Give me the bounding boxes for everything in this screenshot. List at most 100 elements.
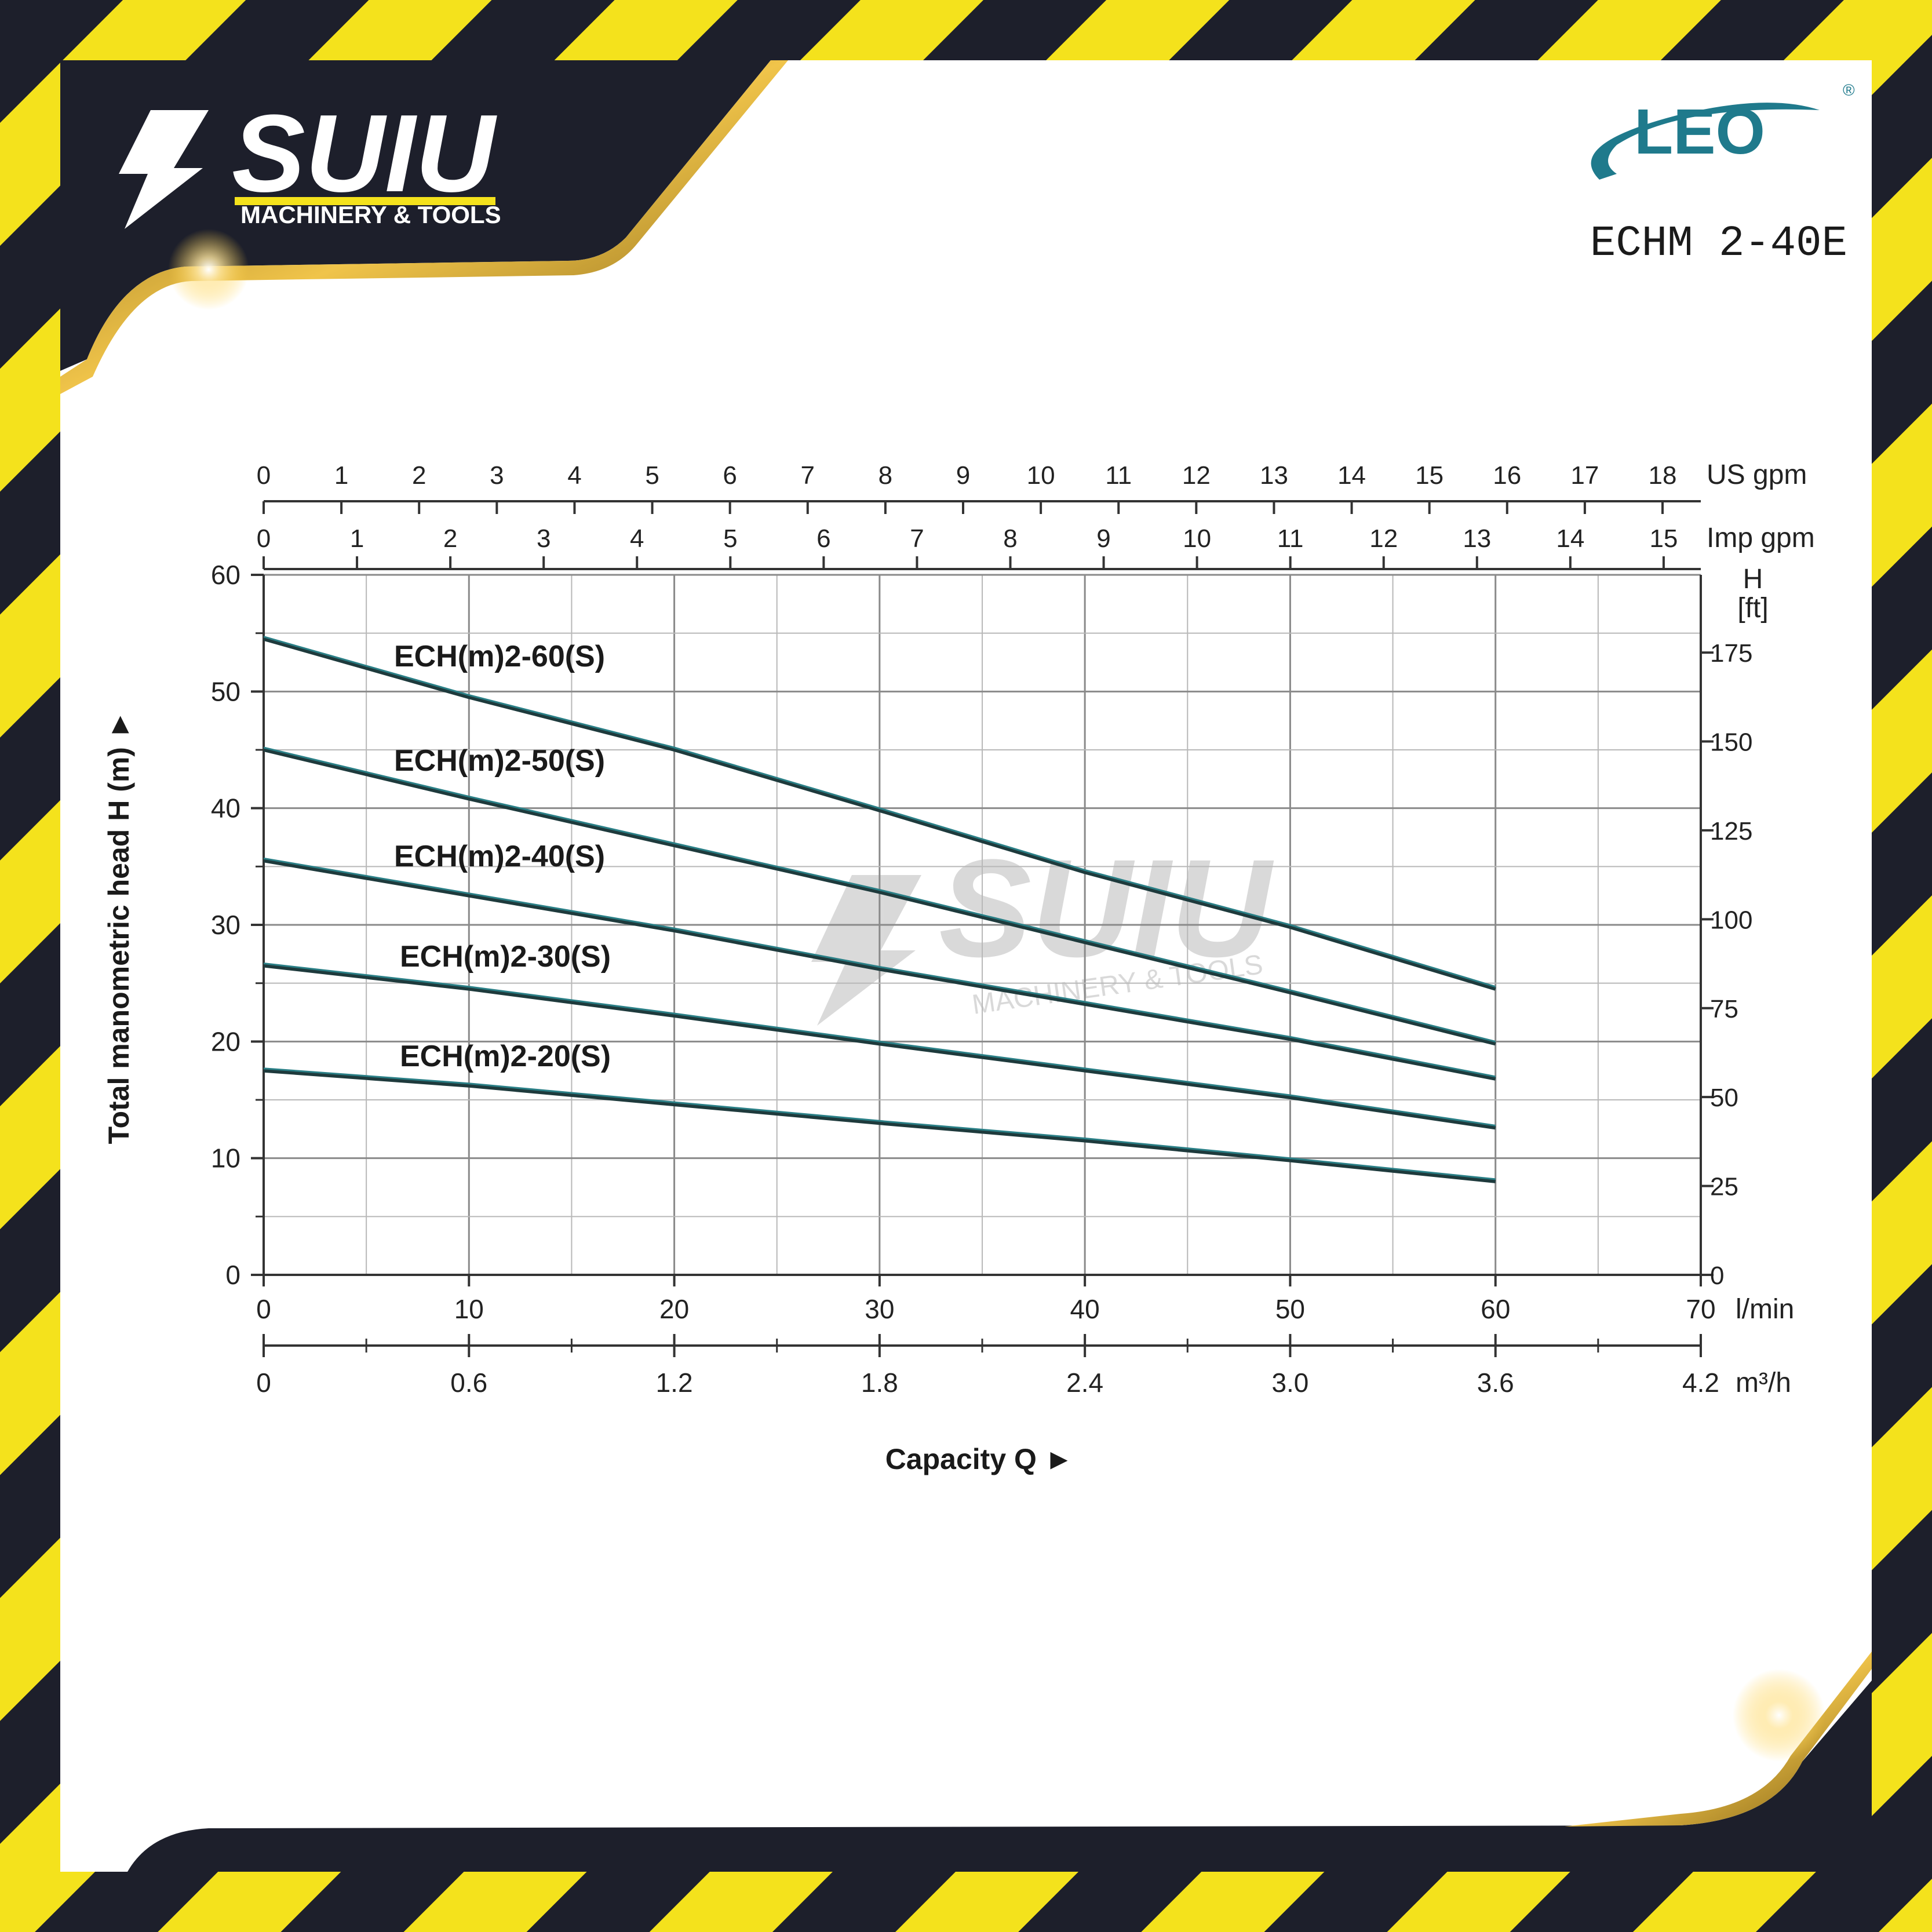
imp-gpm-tick-label: 7: [910, 524, 924, 553]
y-tick-label: 20: [211, 1026, 240, 1056]
leo-logo: LEO ® ECHM 2-40E: [1590, 81, 1855, 268]
us-gpm-tick-label: 6: [723, 461, 737, 490]
imp-gpm-tick-label: 4: [630, 524, 644, 553]
imp-gpm-tick-label: 12: [1369, 524, 1398, 553]
x-tick-label: 40: [1070, 1294, 1100, 1324]
x-tick-label: 0: [256, 1294, 271, 1324]
m3h-tick-label: 3.0: [1271, 1368, 1308, 1398]
imp-gpm-tick-label: 3: [537, 524, 551, 553]
series-curve: [263, 1069, 1496, 1183]
ft-tick-label: 175: [1710, 639, 1752, 668]
us-gpm-tick-label: 2: [412, 461, 426, 490]
m3h-tick-label: 0: [256, 1368, 271, 1398]
us-gpm-unit-label: US gpm: [1707, 460, 1807, 490]
m3h-tick-label: 3.6: [1477, 1368, 1514, 1398]
m3h-unit-label: m³/h: [1736, 1368, 1791, 1398]
imp-gpm-unit-label: Imp gpm: [1707, 523, 1815, 553]
us-gpm-tick-label: 3: [490, 461, 504, 490]
ft-tick-label: 150: [1710, 728, 1752, 757]
ft-unit-bottom: [ft]: [1737, 593, 1768, 624]
imp-gpm-tick-label: 15: [1649, 524, 1678, 553]
series-curve: [263, 748, 1496, 1046]
imp-gpm-tick-label: 0: [257, 524, 271, 553]
series-curve: [263, 964, 1496, 1130]
imp-gpm-tick-label: 2: [443, 524, 457, 553]
imp-gpm-tick-label: 11: [1277, 524, 1304, 553]
imp-gpm-tick-label: 1: [350, 524, 364, 553]
x-axis-title: Capacity Q ►: [885, 1443, 1074, 1475]
us-gpm-tick-label: 0: [257, 461, 271, 490]
imp-gpm-tick-label: 5: [723, 524, 737, 553]
series-label: ECH(m)2-40(S): [394, 840, 605, 873]
imp-gpm-tick-label: 14: [1556, 524, 1584, 553]
suiu-logo: SUIU MACHINERY & TOOLS: [119, 92, 501, 229]
y-tick-label: 60: [211, 560, 240, 590]
x-tick-label: 70: [1686, 1294, 1715, 1324]
brand-ribbon: [60, 60, 788, 394]
us-gpm-tick-label: 4: [567, 461, 581, 490]
us-gpm-tick-label: 10: [1027, 461, 1055, 490]
y-tick-label: 10: [211, 1143, 240, 1173]
y-tick-label: 0: [225, 1260, 240, 1290]
y-tick-label: 50: [211, 676, 240, 706]
m3h-tick-label: 1.2: [656, 1368, 693, 1398]
us-gpm-tick-label: 7: [801, 461, 815, 490]
us-gpm-tick-label: 12: [1182, 461, 1211, 490]
m3h-tick-label: 0.6: [450, 1368, 487, 1398]
series-curve-highlight: [263, 963, 1496, 1127]
series-curve-highlight: [263, 857, 1496, 1078]
us-gpm-tick-label: 13: [1260, 461, 1288, 490]
series-curve-highlight: [263, 636, 1496, 988]
x-tick-label: 20: [659, 1294, 689, 1324]
series-curve-highlight: [263, 746, 1496, 1042]
chart-labels: ECH(m)2-60(S) ECH(m)2-50(S) ECH(m)2-40(S) E…: [103, 640, 1073, 1475]
logo-wordmark: SUIU: [232, 92, 498, 215]
series-label: ECH(m)2-20(S): [400, 1040, 611, 1073]
chart-series: [263, 636, 1496, 1183]
lightning-bolt-icon: [119, 110, 209, 229]
series-label: ECH(m)2-60(S): [394, 640, 605, 673]
series-label: ECH(m)2-30(S): [400, 940, 611, 974]
us-gpm-tick-label: 16: [1493, 461, 1521, 490]
us-gpm-tick-label: 5: [645, 461, 659, 490]
imp-gpm-tick-label: 6: [816, 524, 830, 553]
y-tick-label: 30: [211, 910, 240, 940]
us-gpm-tick-label: 1: [334, 461, 348, 490]
series-curve-highlight: [263, 1067, 1496, 1180]
ft-unit-top: H: [1743, 564, 1763, 595]
m3h-tick-label: 4.2: [1682, 1368, 1719, 1398]
model-number: ECHM 2-40E: [1590, 220, 1847, 268]
m3h-tick-label: 1.8: [861, 1368, 898, 1398]
ft-tick-label: 50: [1710, 1084, 1738, 1112]
y-axis-title: Total manometric head H (m) ►: [103, 710, 135, 1144]
us-gpm-tick-label: 18: [1649, 461, 1677, 490]
us-gpm-tick-label: 14: [1337, 461, 1366, 490]
x-tick-label: 30: [865, 1294, 894, 1324]
y-tick-label: 40: [211, 793, 240, 823]
x-tick-label: 10: [454, 1294, 484, 1324]
us-gpm-tick-label: 17: [1570, 461, 1599, 490]
imp-gpm-tick-label: 10: [1183, 524, 1211, 553]
registered-mark: ®: [1843, 81, 1855, 99]
us-gpm-tick-label: 9: [956, 461, 970, 490]
imp-gpm-tick-label: 13: [1463, 524, 1491, 553]
x-tick-label: 60: [1481, 1294, 1510, 1324]
imp-gpm-tick-label: 8: [1003, 524, 1017, 553]
ft-tick-label: 75: [1710, 995, 1738, 1023]
ft-tick-label: 0: [1710, 1262, 1724, 1290]
series-curve: [263, 637, 1496, 991]
spark-icon: [1733, 1669, 1825, 1762]
ft-tick-label: 125: [1710, 817, 1752, 845]
us-gpm-tick-label: 8: [878, 461, 892, 490]
us-gpm-tick-label: 11: [1105, 461, 1132, 490]
imp-gpm-tick-label: 9: [1096, 524, 1110, 553]
series-curve: [263, 859, 1496, 1081]
series-label: ECH(m)2-50(S): [394, 744, 605, 778]
ft-tick-label: 25: [1710, 1173, 1738, 1201]
ft-tick-label: 100: [1710, 906, 1752, 934]
leo-wordmark: LEO: [1634, 96, 1765, 167]
bottom-ribbon: [127, 1652, 1872, 1872]
